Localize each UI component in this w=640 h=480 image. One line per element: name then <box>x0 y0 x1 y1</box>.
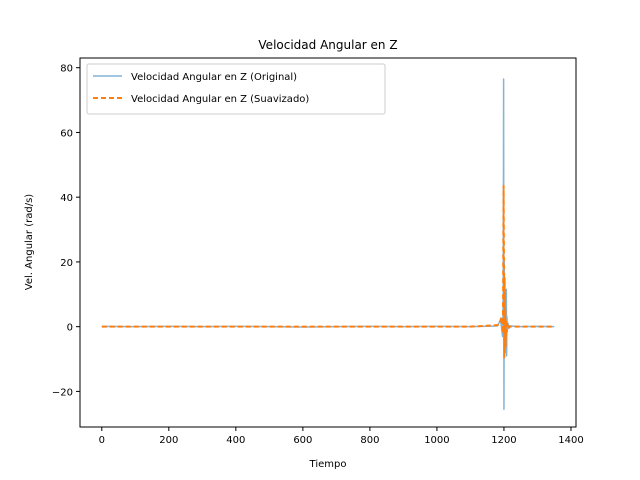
y-tick-label: 80 <box>60 64 73 75</box>
series-line-smoothed <box>101 184 555 359</box>
x-tick-label: 0 <box>99 435 105 446</box>
plot-area <box>79 57 577 428</box>
series-layer <box>101 78 555 410</box>
y-tick-label: 20 <box>60 258 73 269</box>
x-tick-label: 600 <box>293 435 312 446</box>
y-axis: −20 0 20 40 60 80 <box>52 64 80 398</box>
y-axis-label: Vel. Angular (rad/s) <box>24 194 35 290</box>
y-tick-label: 40 <box>60 193 73 204</box>
x-tick-label: 1000 <box>424 435 449 446</box>
x-tick-label: 1200 <box>491 435 516 446</box>
legend-box <box>86 63 386 115</box>
legend: Velocidad Angular en Z (Original) Veloci… <box>86 63 386 115</box>
x-tick-label: 800 <box>360 435 379 446</box>
y-tick-label: 60 <box>60 128 73 139</box>
y-tick-label: 0 <box>67 323 73 334</box>
legend-label-original: Velocidad Angular en Z (Original) <box>131 72 297 83</box>
x-tick-label: 400 <box>226 435 245 446</box>
legend-label-smoothed: Velocidad Angular en Z (Suavizado) <box>131 94 309 105</box>
axes-frame <box>79 57 577 428</box>
x-axis: 0 200 400 600 800 1000 1200 1400 <box>99 427 584 446</box>
x-tick-label: 200 <box>159 435 178 446</box>
y-tick-label: −20 <box>52 387 73 398</box>
x-axis-label: Tiempo <box>309 459 347 470</box>
x-tick-label: 1400 <box>558 435 583 446</box>
chart-title: Velocidad Angular en Z <box>258 38 397 52</box>
